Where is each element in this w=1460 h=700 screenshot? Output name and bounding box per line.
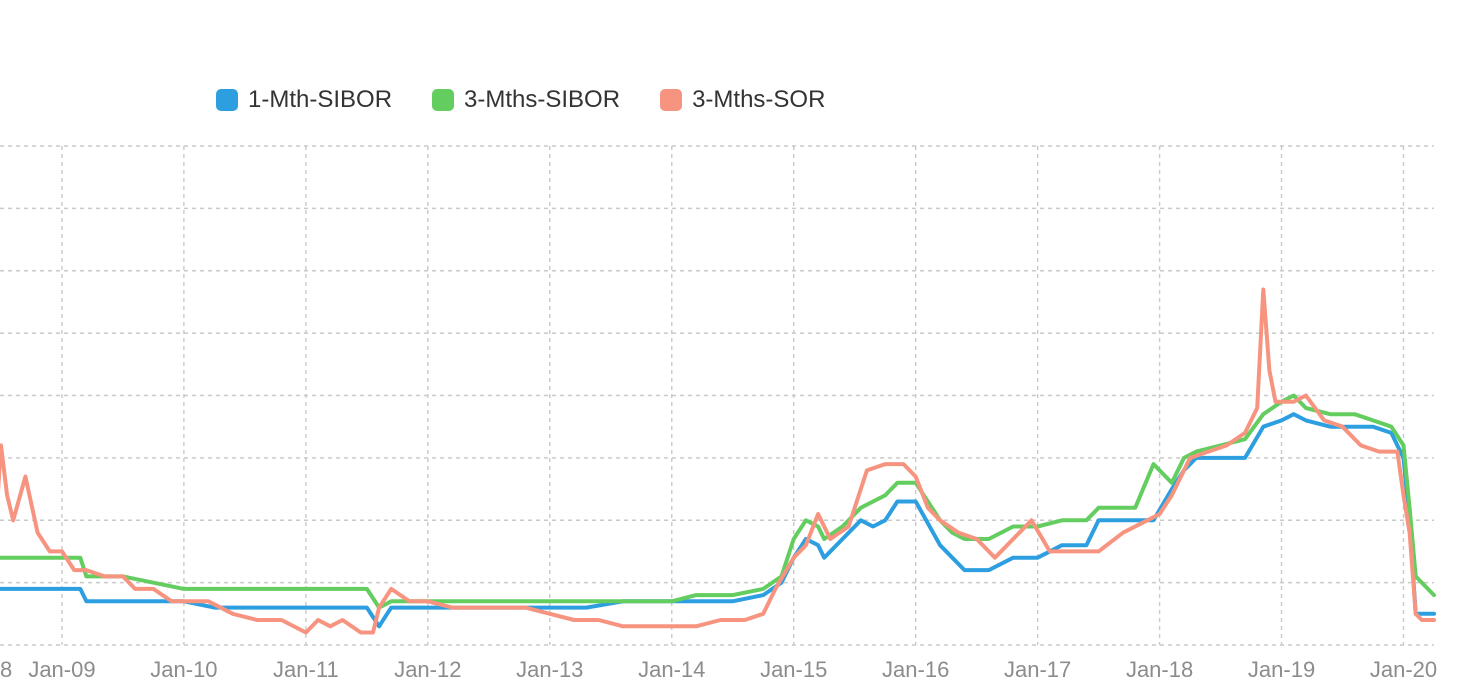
legend-swatch-3mths-sor bbox=[660, 89, 683, 111]
legend-label-1mth-sibor: 1-Mth-SIBOR bbox=[248, 86, 393, 113]
x-tick-label-12: Jan-20 bbox=[1370, 657, 1437, 682]
legend-swatch-3mths-sibor bbox=[432, 89, 455, 111]
x-tick-label-8: Jan-16 bbox=[882, 657, 949, 682]
x-tick-label-1: Jan-09 bbox=[28, 657, 95, 682]
legend-item-3mths-sor[interactable]: 3-Mths-SOR bbox=[660, 86, 825, 114]
x-tick-label-2: Jan-10 bbox=[150, 657, 217, 682]
legend-label-3mths-sor: 3-Mths-SOR bbox=[692, 86, 826, 113]
x-tick-label-4: Jan-12 bbox=[394, 657, 461, 682]
x-tick-label-10: Jan-18 bbox=[1126, 657, 1193, 682]
series-line-0[interactable] bbox=[0, 412, 1436, 629]
legend-label-3mths-sibor: 3-Mths-SIBOR bbox=[464, 86, 621, 113]
chart-legend: 1-Mth-SIBOR 3-Mths-SIBOR 3-Mths-SOR bbox=[216, 86, 825, 114]
x-tick-label-3: Jan-11 bbox=[273, 657, 339, 682]
x-axis-ticks: 8 Jan-09 Jan-10 Jan-11 Jan-12 Jan-13 Jan-14 Jan… bbox=[0, 657, 1437, 682]
x-tick-label-9: Jan-17 bbox=[1004, 657, 1071, 682]
x-tick-label-0: 8 bbox=[0, 657, 12, 682]
x-tick-label-7: Jan-15 bbox=[760, 657, 827, 682]
x-tick-label-11: Jan-19 bbox=[1248, 657, 1315, 682]
series-line-2[interactable] bbox=[0, 287, 1436, 635]
chart-series bbox=[0, 287, 1436, 635]
x-tick-label-6: Jan-14 bbox=[638, 657, 705, 682]
legend-item-3mths-sibor[interactable]: 3-Mths-SIBOR bbox=[432, 86, 620, 114]
chart-grid bbox=[0, 145, 1434, 646]
x-tick-label-5: Jan-13 bbox=[516, 657, 583, 682]
legend-swatch-1mth-sibor bbox=[216, 89, 238, 111]
legend-item-1mth-sibor[interactable]: 1-Mth-SIBOR bbox=[216, 86, 392, 114]
series-line-1[interactable] bbox=[0, 393, 1436, 610]
